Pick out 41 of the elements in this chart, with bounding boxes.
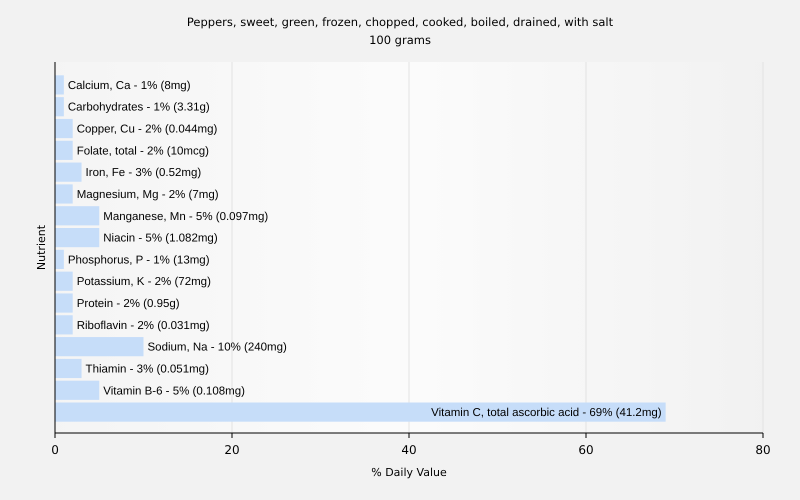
bar <box>55 140 73 160</box>
y-tick-label: Iron, Fe - 3% (0.52mg) <box>86 167 202 180</box>
bar <box>55 293 73 313</box>
y-tick-label: Protein - 2% (0.95g) <box>76 298 180 310</box>
y-tick-label: Potassium, K - 2% (72mg) <box>76 276 212 288</box>
bar <box>55 75 64 95</box>
bar <box>55 272 73 291</box>
x-tick-label: 80 <box>755 443 771 458</box>
y-tick-label: Magnesium, Mg - 2% (7mg) <box>76 188 219 201</box>
y-tick-label: Vitamin C, total ascorbic acid - 69% (41.2mg) <box>431 407 662 420</box>
x-tick-label: 60 <box>578 443 594 458</box>
x-tick-label: 20 <box>224 443 240 458</box>
y-tick-label: Manganese, Mn - 5% (0.097mg) <box>103 210 268 223</box>
y-tick-label: Carbohydrates - 1% (3.31g) <box>68 102 210 114</box>
y-tick-label: Niacin - 5% (1.082mg) <box>103 232 218 245</box>
bar <box>55 206 100 226</box>
bar <box>55 162 82 182</box>
y-tick-label: Riboflavin - 2% (0.031mg) <box>76 320 210 332</box>
bar <box>55 250 64 270</box>
y-tick-label: Folate, total - 2% (10mcg) <box>76 145 210 158</box>
y-tick-label: Calcium, Ca - 1% (8mg) <box>68 80 191 92</box>
bar <box>55 184 73 204</box>
y-tick-label: Thiamin - 3% (0.051mg) <box>86 363 210 376</box>
bar <box>55 402 666 422</box>
bar <box>55 315 73 334</box>
y-tick-label: Copper, Cu - 2% (0.044mg) <box>76 124 218 136</box>
y-tick-label: Vitamin B-6 - 5% (0.108mg) <box>103 385 246 398</box>
bar <box>55 228 100 248</box>
bar <box>55 380 100 400</box>
chart-title: Peppers, sweet, green, frozen, chopped, cooked, boiled, drained, with salt <box>186 15 614 29</box>
y-axis-title: Nutrient <box>35 224 48 270</box>
bar <box>55 118 73 138</box>
x-axis-title: % Daily Value <box>371 466 447 479</box>
x-tick-label: 40 <box>401 443 417 458</box>
chart-subtitle: 100 grams <box>369 33 431 47</box>
y-tick-label: Phosphorus, P - 1% (13mg) <box>68 254 210 266</box>
bar <box>55 97 64 116</box>
x-tick-label: 0 <box>51 443 59 458</box>
bar <box>55 337 144 356</box>
bar <box>55 358 82 378</box>
y-tick-label: Sodium, Na - 10% (240mg) <box>148 342 288 354</box>
